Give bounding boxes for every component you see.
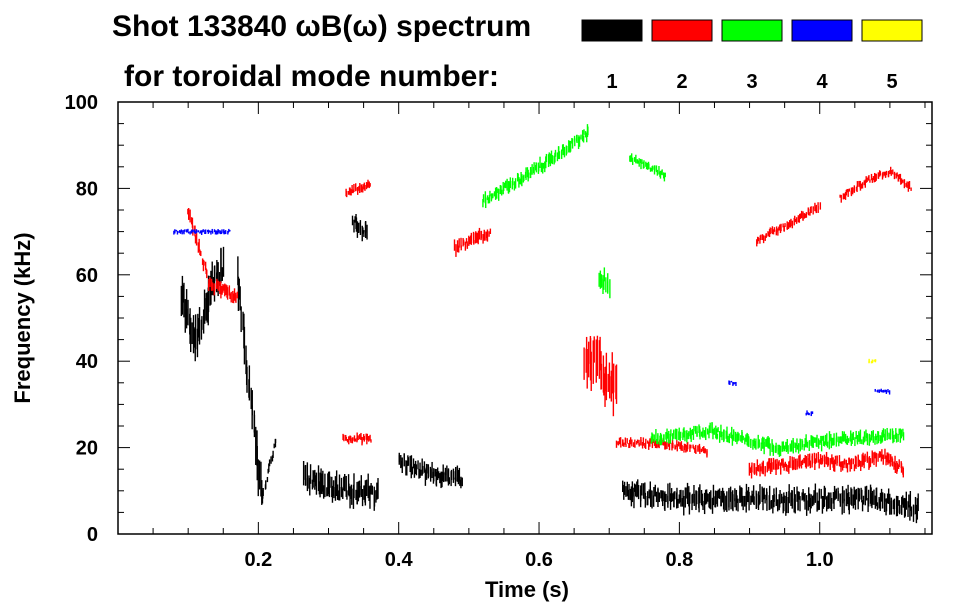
x-tick-label: 0.2 — [244, 549, 272, 571]
legend-label-3: 3 — [746, 71, 757, 93]
x-tick-label: 0.4 — [385, 549, 414, 571]
x-tick-label: 0.6 — [525, 549, 553, 571]
series-3-segment-1 — [629, 153, 666, 182]
legend: 1 2 3 4 5 — [581, 19, 923, 93]
series-3-segment-0 — [482, 124, 589, 209]
x-tick-label: 0.8 — [665, 549, 693, 571]
y-tick-label: 40 — [76, 351, 98, 373]
plot-marks — [173, 124, 919, 524]
series-2-segment-7 — [756, 202, 822, 247]
x-axis-label: Time (s) — [485, 577, 569, 602]
series-1 — [180, 214, 919, 524]
y-axis-label: Frequency (kHz) — [10, 232, 35, 403]
series-2-segment-1 — [342, 432, 372, 446]
legend-swatch-3 — [721, 19, 783, 42]
series-2 — [187, 166, 912, 479]
legend-label-1: 1 — [606, 71, 617, 93]
series-4-segment-1 — [728, 380, 737, 387]
y-tick-label: 80 — [76, 178, 98, 200]
y-tick-label: 60 — [76, 265, 98, 287]
legend-swatch-5 — [861, 19, 923, 42]
series-1-segment-2 — [261, 438, 277, 504]
y-tick-label: 100 — [65, 92, 98, 114]
legend-label-5: 5 — [886, 71, 897, 93]
series-2-segment-3 — [453, 227, 492, 257]
series-2-segment-5 — [615, 436, 708, 458]
series-2-segment-6 — [748, 448, 905, 479]
chart-subtitle: for toroidal mode number: — [124, 60, 499, 93]
series-4-segment-2 — [805, 410, 814, 417]
series-4-segment-3 — [874, 388, 891, 395]
legend-label-4: 4 — [816, 71, 828, 93]
series-1-segment-0 — [180, 246, 225, 362]
series-5 — [868, 358, 877, 364]
series-1-segment-3 — [302, 461, 379, 511]
series-2-segment-4 — [583, 335, 618, 417]
series-1-segment-4 — [351, 214, 368, 242]
series-2-segment-0 — [187, 208, 239, 304]
series-3-segment-3 — [650, 422, 905, 457]
series-3 — [482, 124, 905, 457]
series-2-segment-8 — [839, 166, 912, 203]
legend-swatch-4 — [791, 19, 853, 42]
series-2-segment-2 — [345, 179, 371, 198]
x-tick-label: 1.0 — [806, 549, 834, 571]
y-tick-label: 20 — [76, 438, 98, 460]
series-4-segment-0 — [173, 228, 231, 235]
axis-ticks: 0.2 0.4 0.6 0.8 1.0 0 20 40 60 80 100 — [65, 92, 932, 571]
series-1-segment-5 — [398, 452, 463, 489]
series-1-segment-6 — [621, 479, 919, 524]
legend-swatch-1 — [581, 19, 643, 42]
series-5-segment-0 — [868, 358, 877, 364]
series-4 — [173, 228, 891, 417]
legend-label-2: 2 — [676, 71, 687, 93]
series-1-segment-1 — [237, 256, 263, 505]
y-tick-label: 0 — [87, 524, 98, 546]
series-3-segment-2 — [598, 267, 611, 299]
legend-swatch-2 — [651, 19, 713, 42]
chart-title: Shot 133840 ωB(ω) spectrum — [112, 10, 531, 43]
